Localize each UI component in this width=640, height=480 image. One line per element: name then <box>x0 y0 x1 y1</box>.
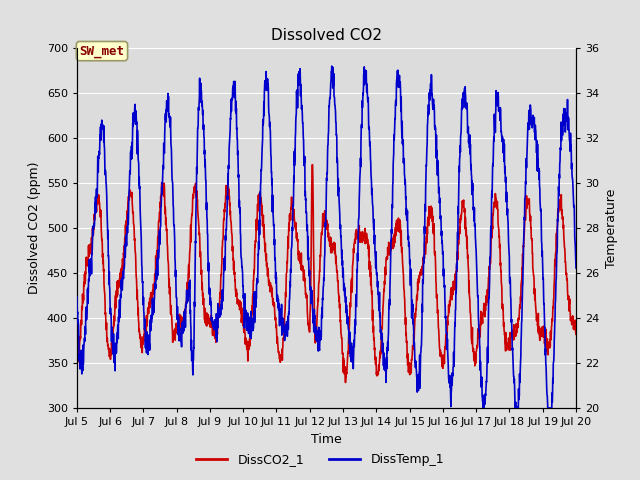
Legend: DissCO2_1, DissTemp_1: DissCO2_1, DissTemp_1 <box>191 448 449 471</box>
Title: Dissolved CO2: Dissolved CO2 <box>271 28 382 43</box>
Text: SW_met: SW_met <box>79 45 124 58</box>
Y-axis label: Dissolved CO2 (ppm): Dissolved CO2 (ppm) <box>28 162 41 294</box>
Y-axis label: Temperature: Temperature <box>605 188 618 268</box>
X-axis label: Time: Time <box>311 432 342 445</box>
